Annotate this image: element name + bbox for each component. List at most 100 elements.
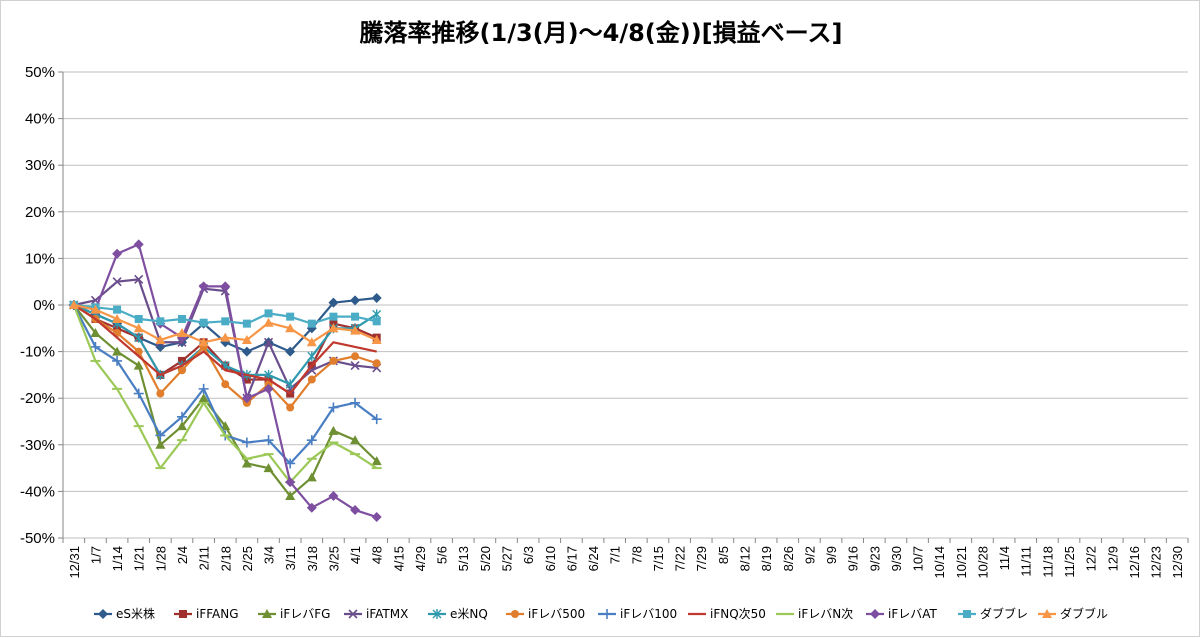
- x-tick-label: 1/7: [88, 546, 103, 564]
- x-tick-label: 9/16: [846, 546, 861, 571]
- data-point: [155, 430, 166, 441]
- data-point: [372, 317, 381, 326]
- data-point: [263, 317, 274, 327]
- data-point: [263, 435, 274, 446]
- data-point: [176, 411, 187, 422]
- data-point: [307, 351, 317, 362]
- legend-swatch-marker: [870, 609, 880, 619]
- x-tick-label: 5/27: [500, 546, 515, 571]
- legend-item: iFFANG: [174, 607, 239, 621]
- data-point: [307, 319, 316, 328]
- legend-swatch-marker: [511, 610, 519, 618]
- data-point: [350, 397, 361, 408]
- data-point: [134, 332, 144, 343]
- legend-label: ダブブル: [1060, 606, 1108, 621]
- legend-label: iFレバ100: [620, 607, 677, 621]
- x-tick-label: 1/14: [110, 546, 125, 571]
- legend-label: eS米株: [116, 606, 155, 621]
- x-tick-label: 5/20: [478, 546, 493, 571]
- x-tick-label: 7/15: [651, 546, 666, 571]
- data-point: [68, 300, 79, 309]
- x-tick-label: 10/21: [954, 546, 969, 579]
- data-point: [241, 458, 252, 468]
- x-tick-label: 4/15: [391, 546, 406, 571]
- data-point: [241, 346, 252, 357]
- x-tick-label: 4/29: [413, 546, 428, 571]
- data-point: [372, 359, 381, 368]
- legend-item: iFNQ次50: [688, 607, 766, 621]
- data-point: [306, 502, 317, 513]
- x-tick-label: 7/29: [694, 546, 709, 571]
- x-tick-label: 2/18: [218, 546, 233, 571]
- x-tick-label: 1/28: [153, 546, 168, 571]
- data-point: [133, 323, 144, 333]
- x-tick-label: 5/6: [435, 546, 450, 564]
- data-point: [198, 383, 209, 394]
- x-tick-label: 12/31: [67, 546, 82, 579]
- legend-item: iFレバN次: [776, 607, 853, 621]
- legend-swatch-marker: [602, 609, 612, 619]
- data-point: [350, 295, 361, 306]
- data-point: [328, 402, 339, 413]
- data-point: [241, 334, 252, 344]
- gridlines: [63, 71, 1188, 539]
- legend-label: iFFANG: [196, 607, 239, 621]
- legend-item: iFレバAT: [866, 607, 938, 621]
- x-tick-label: 6/3: [521, 546, 536, 564]
- y-tick-label: 30%: [25, 157, 55, 174]
- data-point: [371, 456, 382, 466]
- legend-label: iFレバAT: [888, 607, 938, 621]
- data-point: [350, 435, 361, 445]
- legend-item: e米NQ: [428, 607, 488, 621]
- series-line: [73, 304, 377, 395]
- data-point: [176, 327, 187, 337]
- data-point: [112, 248, 123, 259]
- x-tick-label: 6/17: [564, 546, 579, 571]
- data-point: [198, 393, 209, 403]
- data-point: [241, 393, 252, 404]
- series-8: [73, 304, 377, 395]
- data-point: [306, 472, 317, 482]
- data-point: [328, 425, 339, 435]
- data-point: [134, 274, 144, 284]
- x-tick-label: 4/1: [348, 546, 363, 564]
- x-tick-label: 11/18: [1040, 546, 1055, 578]
- x-tick-label: 7/22: [673, 546, 688, 571]
- y-tick-label: -50%: [20, 530, 55, 547]
- series-10: [68, 239, 382, 523]
- data-point: [90, 341, 101, 352]
- data-point: [329, 356, 338, 365]
- legend-label: ダブブレ: [980, 606, 1028, 621]
- data-point: [199, 318, 208, 327]
- x-tick-label: 12/2: [1084, 546, 1099, 571]
- data-point: [371, 334, 382, 344]
- data-point: [285, 346, 296, 357]
- legend-label: e米NQ: [450, 607, 488, 621]
- data-point: [264, 369, 274, 380]
- data-point: [156, 317, 165, 326]
- data-point: [155, 334, 166, 344]
- data-point: [177, 366, 186, 375]
- x-tick-label: 3/18: [305, 546, 320, 571]
- x-tick-label: 8/12: [737, 546, 752, 571]
- data-point: [350, 361, 360, 371]
- data-point: [113, 305, 122, 314]
- data-point: [371, 512, 382, 523]
- x-tick-label: 10/7: [911, 546, 926, 571]
- data-point: [286, 312, 295, 321]
- x-tick-label: 10/28: [975, 546, 990, 579]
- data-point: [133, 360, 144, 370]
- y-tick-label: 10%: [25, 250, 55, 267]
- x-tick-label: 10/14: [932, 546, 947, 579]
- legend-item: iFレバ100: [598, 607, 677, 621]
- series-lines: [68, 239, 382, 523]
- legend-swatch-marker: [179, 610, 187, 618]
- x-tick-label: 9/2: [802, 546, 817, 564]
- x-tick-label: 9/30: [889, 546, 904, 571]
- x-tick-label: 2/25: [240, 546, 255, 571]
- legend: eS米株 iFFANG iFレバFG iFATMX e米NQ iFレバ500 iFレバ100…: [94, 606, 1108, 621]
- y-tick-label: -20%: [20, 390, 55, 407]
- legend-label: iFレバ500: [528, 607, 585, 621]
- data-point: [198, 281, 209, 292]
